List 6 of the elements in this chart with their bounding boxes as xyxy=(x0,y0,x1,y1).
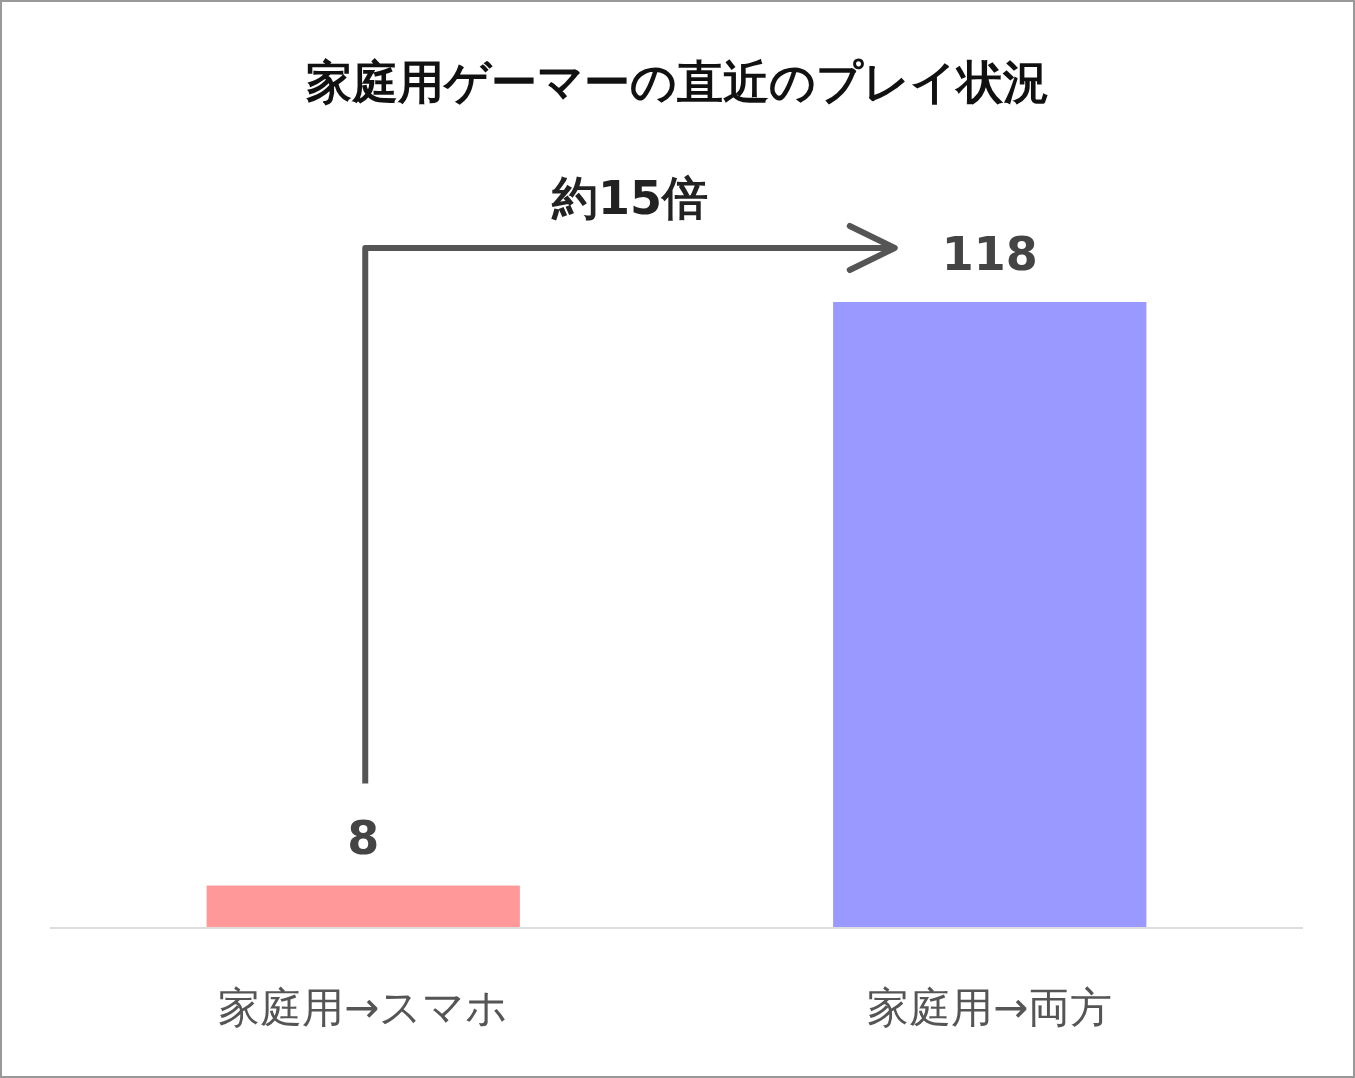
data-label: 8 xyxy=(347,810,380,865)
x-tick-label: 家庭用→両方 xyxy=(867,983,1113,1032)
chart-title: 家庭用ゲーマーの直近のプレイ状況 xyxy=(306,55,1049,109)
text: 約15倍 xyxy=(550,171,709,225)
x-tick-label: 家庭用→スマホ xyxy=(218,983,509,1032)
data-label: 118 xyxy=(941,227,1038,281)
